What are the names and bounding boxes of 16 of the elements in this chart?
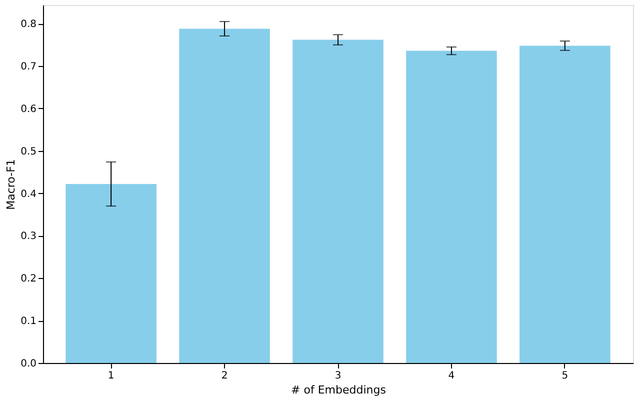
x-tick-label: 4 (448, 370, 455, 382)
x-tick-label: 3 (334, 370, 342, 382)
y-tick-label: 0.6 (20, 104, 36, 115)
y-tick-label: 0.5 (20, 146, 36, 158)
y-tick-label: 0.8 (20, 19, 36, 30)
x-axis-title: # of Embeddings (291, 384, 386, 396)
y-tick-label: 0.0 (20, 358, 36, 370)
x-tick-label: 2 (221, 370, 228, 382)
y-tick-label: 0.4 (20, 188, 36, 200)
y-tick-label: 0.1 (20, 316, 36, 328)
y-tick-label: 0.3 (20, 231, 36, 242)
x-tick-label: 5 (562, 370, 568, 382)
x-tick-label: 1 (108, 370, 114, 382)
y-tick-label: 0.2 (20, 274, 36, 285)
y-tick-label: 0.7 (20, 62, 36, 73)
y-axis-title: Macro-F1 (4, 159, 18, 210)
